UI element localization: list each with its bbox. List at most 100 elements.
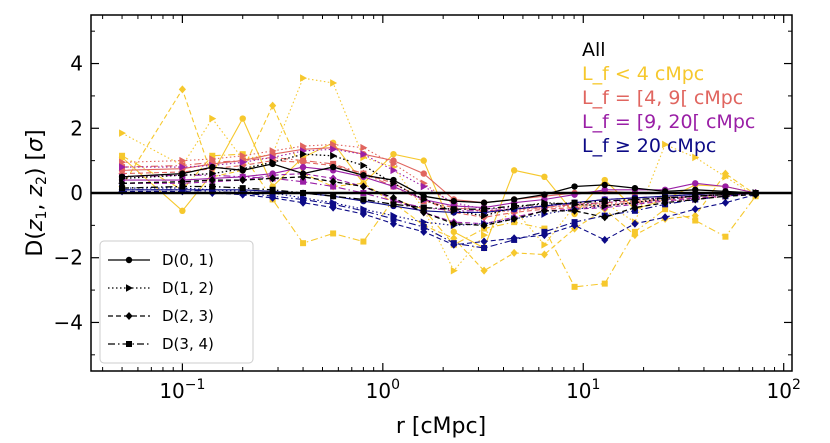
- data-point: [601, 235, 609, 244]
- data-point: [300, 196, 307, 203]
- data-point: [330, 230, 337, 237]
- data-point: [571, 183, 578, 190]
- data-point: [541, 225, 548, 232]
- data-point: [570, 206, 579, 215]
- y-tick-label: 2: [70, 116, 83, 140]
- data-point: [541, 240, 549, 249]
- data-point: [119, 174, 127, 183]
- series-line: [121, 185, 756, 210]
- data-point: [239, 164, 247, 173]
- data-point: [540, 206, 549, 215]
- data-point: [209, 159, 216, 166]
- data-point: [299, 163, 307, 171]
- data-point: [269, 174, 277, 183]
- data-point: [178, 85, 186, 94]
- data-point: [239, 185, 246, 192]
- data-point: [179, 186, 186, 193]
- data-point: [179, 183, 186, 190]
- data-point: [510, 214, 518, 223]
- data-point: [300, 240, 307, 247]
- data-point: [420, 182, 428, 191]
- data-point: [511, 202, 518, 209]
- annotation-lf-over-20: L_f ≥ 20 cMpc: [582, 135, 716, 157]
- data-point: [179, 207, 186, 214]
- data-point: [481, 231, 489, 239]
- data-point: [209, 152, 216, 159]
- legend-marker: [125, 256, 133, 264]
- data-point: [300, 178, 307, 185]
- series-all-2: [118, 172, 760, 230]
- data-point: [721, 198, 730, 207]
- data-point: [662, 206, 669, 213]
- data-point: [330, 140, 338, 149]
- data-point: [300, 157, 307, 164]
- data-point: [300, 150, 308, 158]
- data-point: [692, 180, 699, 187]
- data-point: [692, 193, 699, 200]
- data-point: [119, 129, 127, 137]
- data-point: [631, 184, 639, 192]
- data-point: [119, 185, 126, 192]
- data-point: [119, 152, 126, 159]
- data-point: [420, 170, 427, 177]
- data-point: [329, 177, 337, 186]
- data-point: [360, 161, 368, 170]
- legend-marker: [126, 341, 132, 347]
- data-point: [209, 188, 216, 195]
- data-point: [360, 143, 368, 152]
- data-point: [510, 196, 518, 203]
- data-point: [661, 213, 669, 222]
- legend-entry: D(3, 4): [108, 335, 214, 353]
- data-point: [541, 228, 548, 235]
- data-point: [360, 238, 367, 245]
- legend: D(0, 1) D(1, 2) D(2, 3) D(3, 4): [99, 240, 254, 364]
- data-point: [300, 142, 308, 150]
- data-point: [269, 147, 277, 155]
- data-point: [541, 201, 548, 208]
- data-point: [179, 163, 187, 171]
- data-point: [662, 194, 669, 201]
- series-line: [121, 77, 756, 272]
- data-point: [510, 167, 518, 174]
- data-point: [119, 163, 127, 171]
- y-tick-label: −4: [54, 310, 83, 334]
- annotation-lf-9-20: L_f = [9, 20[ cMpc: [582, 111, 755, 133]
- data-point: [390, 215, 397, 222]
- legend-marker: [125, 312, 133, 320]
- data-point: [571, 219, 578, 226]
- data-point: [722, 191, 729, 198]
- data-point: [601, 213, 609, 222]
- series-all-0: [118, 160, 759, 206]
- annotation-lf-under-4: L_f < 4 cMpc: [582, 63, 704, 85]
- x-tick-label: 10−1: [159, 377, 205, 403]
- data-point: [601, 198, 608, 205]
- data-point: [601, 186, 608, 193]
- data-point: [360, 207, 367, 214]
- data-point: [691, 205, 699, 214]
- data-point: [360, 196, 367, 203]
- legend-entry: D(0, 1): [108, 251, 214, 269]
- data-point: [571, 283, 578, 290]
- data-point: [330, 160, 337, 167]
- data-point: [601, 176, 608, 184]
- data-point: [269, 193, 276, 200]
- data-point: [390, 201, 397, 208]
- data-point: [480, 199, 488, 206]
- data-point: [481, 206, 488, 213]
- data-point: [330, 193, 337, 200]
- data-point: [450, 240, 457, 247]
- y-tick-label: 0: [70, 181, 83, 205]
- data-point: [540, 250, 549, 259]
- data-point: [721, 169, 730, 178]
- data-point: [601, 280, 608, 287]
- data-point: [209, 114, 217, 123]
- data-point: [209, 163, 216, 171]
- series-line: [122, 148, 756, 210]
- data-point: [179, 171, 187, 179]
- data-point: [239, 158, 247, 167]
- data-point: [450, 228, 458, 236]
- group-annotations: All L_f < 4 cMpc L_f = [4, 9[ cMpc L_f =…: [582, 39, 755, 157]
- data-point: [631, 196, 638, 203]
